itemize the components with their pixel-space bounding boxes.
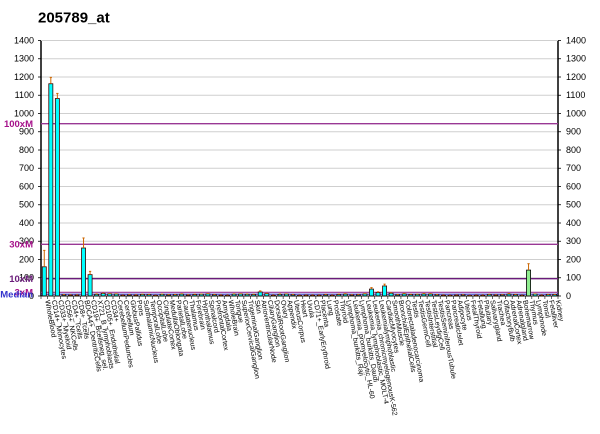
svg-text:1200: 1200 xyxy=(14,72,34,82)
svg-text:1200: 1200 xyxy=(566,72,586,82)
svg-text:1300: 1300 xyxy=(14,54,34,64)
svg-text:600: 600 xyxy=(19,181,34,191)
svg-text:Median: Median xyxy=(0,289,33,300)
svg-text:1400: 1400 xyxy=(14,35,34,45)
svg-text:1100: 1100 xyxy=(15,90,34,100)
svg-text:1000: 1000 xyxy=(566,108,586,118)
svg-text:205789_at: 205789_at xyxy=(38,10,110,27)
svg-text:200: 200 xyxy=(566,254,581,264)
svg-text:800: 800 xyxy=(566,145,581,155)
svg-text:400: 400 xyxy=(566,218,581,228)
svg-text:600: 600 xyxy=(566,181,581,191)
svg-text:900: 900 xyxy=(566,127,581,137)
svg-text:1300: 1300 xyxy=(566,54,586,64)
svg-text:1100: 1100 xyxy=(566,90,585,100)
svg-text:700: 700 xyxy=(566,163,581,173)
svg-text:1000: 1000 xyxy=(14,108,34,118)
svg-text:30xM: 30xM xyxy=(9,240,33,251)
svg-text:700: 700 xyxy=(19,163,34,173)
svg-text:100xM: 100xM xyxy=(4,119,33,130)
svg-text:0: 0 xyxy=(566,291,571,301)
svg-text:1400: 1400 xyxy=(566,35,586,45)
svg-text:10xM: 10xM xyxy=(9,274,33,285)
svg-text:100: 100 xyxy=(566,273,581,283)
svg-text:500: 500 xyxy=(566,200,581,210)
svg-text:300: 300 xyxy=(566,236,581,246)
svg-text:500: 500 xyxy=(19,200,34,210)
svg-text:200: 200 xyxy=(19,254,34,264)
svg-text:400: 400 xyxy=(19,218,34,228)
svg-text:800: 800 xyxy=(19,145,34,155)
